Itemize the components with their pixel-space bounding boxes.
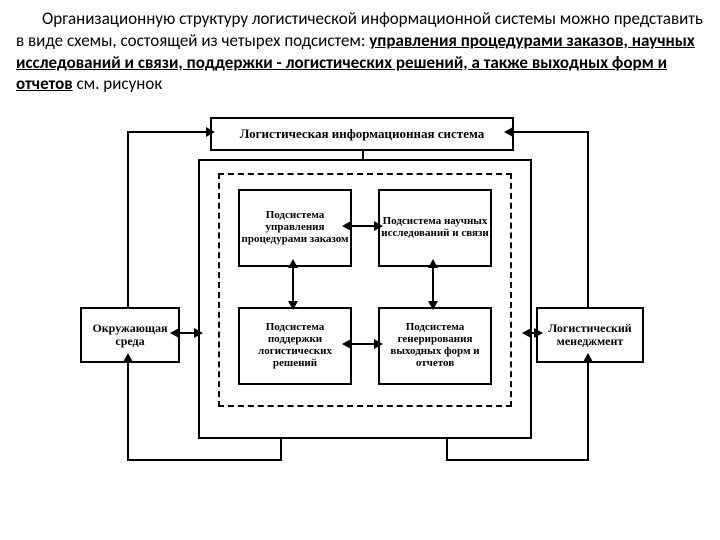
arrow-icon [206, 127, 215, 137]
arrow-icon [428, 259, 438, 268]
conn-frame-env-v2 [127, 361, 129, 461]
arrow-icon [288, 259, 298, 268]
conn-frame-env-h [127, 459, 282, 461]
conn-s3-s4 [350, 343, 376, 345]
intro-paragraph: Организационную структуру логистической … [0, 0, 720, 99]
arrow-icon [194, 328, 203, 338]
node-s3-label: Подсистема поддержки логистических решен… [240, 322, 350, 370]
arrow-icon [374, 339, 383, 349]
node-s4: Подсистема генерирования выходных форм и… [378, 307, 492, 385]
arrow-icon [123, 353, 133, 362]
arrow-icon [583, 353, 593, 362]
arrow-icon [504, 127, 513, 137]
conn-top-frame [362, 149, 364, 159]
conn-frame-mgmt-v2 [587, 361, 589, 461]
node-s2-label: Подсистема научных исследований и связи [380, 216, 490, 240]
org-structure-diagram: Логистическая информационная система Окр… [80, 117, 640, 477]
node-mgmt-label: Логистический менеджмент [538, 322, 642, 348]
arrow-icon [342, 221, 351, 231]
conn-frame-env-v [280, 437, 282, 461]
conn-mgmt-top-v [587, 131, 589, 307]
conn-env-top-v [127, 131, 129, 307]
conn-s1-s2 [350, 225, 376, 227]
arrow-icon [534, 328, 543, 338]
arrow-icon [342, 339, 351, 349]
node-s1-label: Подсистема управления процедурами заказо… [240, 210, 350, 246]
conn-s1-s3 [292, 267, 294, 303]
arrow-icon [288, 301, 298, 310]
node-top: Логистическая информационная система [210, 117, 514, 151]
arrow-icon [428, 301, 438, 310]
node-env-label: Окружающая среда [82, 322, 178, 348]
conn-mgmt-top-h [512, 131, 589, 133]
conn-frame-mgmt-v [446, 437, 448, 461]
conn-env-top-h [127, 131, 208, 133]
para-tail: см. рисунок [73, 73, 163, 94]
node-s1: Подсистема управления процедурами заказо… [238, 189, 352, 267]
arrow-icon [374, 221, 383, 231]
conn-s2-s4 [432, 267, 434, 303]
node-s3: Подсистема поддержки логистических решен… [238, 307, 352, 385]
node-s2: Подсистема научных исследований и связи [378, 189, 492, 267]
node-top-label: Логистическая информационная система [240, 127, 484, 141]
node-s4-label: Подсистема генерирования выходных форм и… [380, 322, 490, 370]
arrow-icon [522, 328, 531, 338]
arrow-icon [170, 328, 179, 338]
conn-frame-mgmt-h [446, 459, 589, 461]
